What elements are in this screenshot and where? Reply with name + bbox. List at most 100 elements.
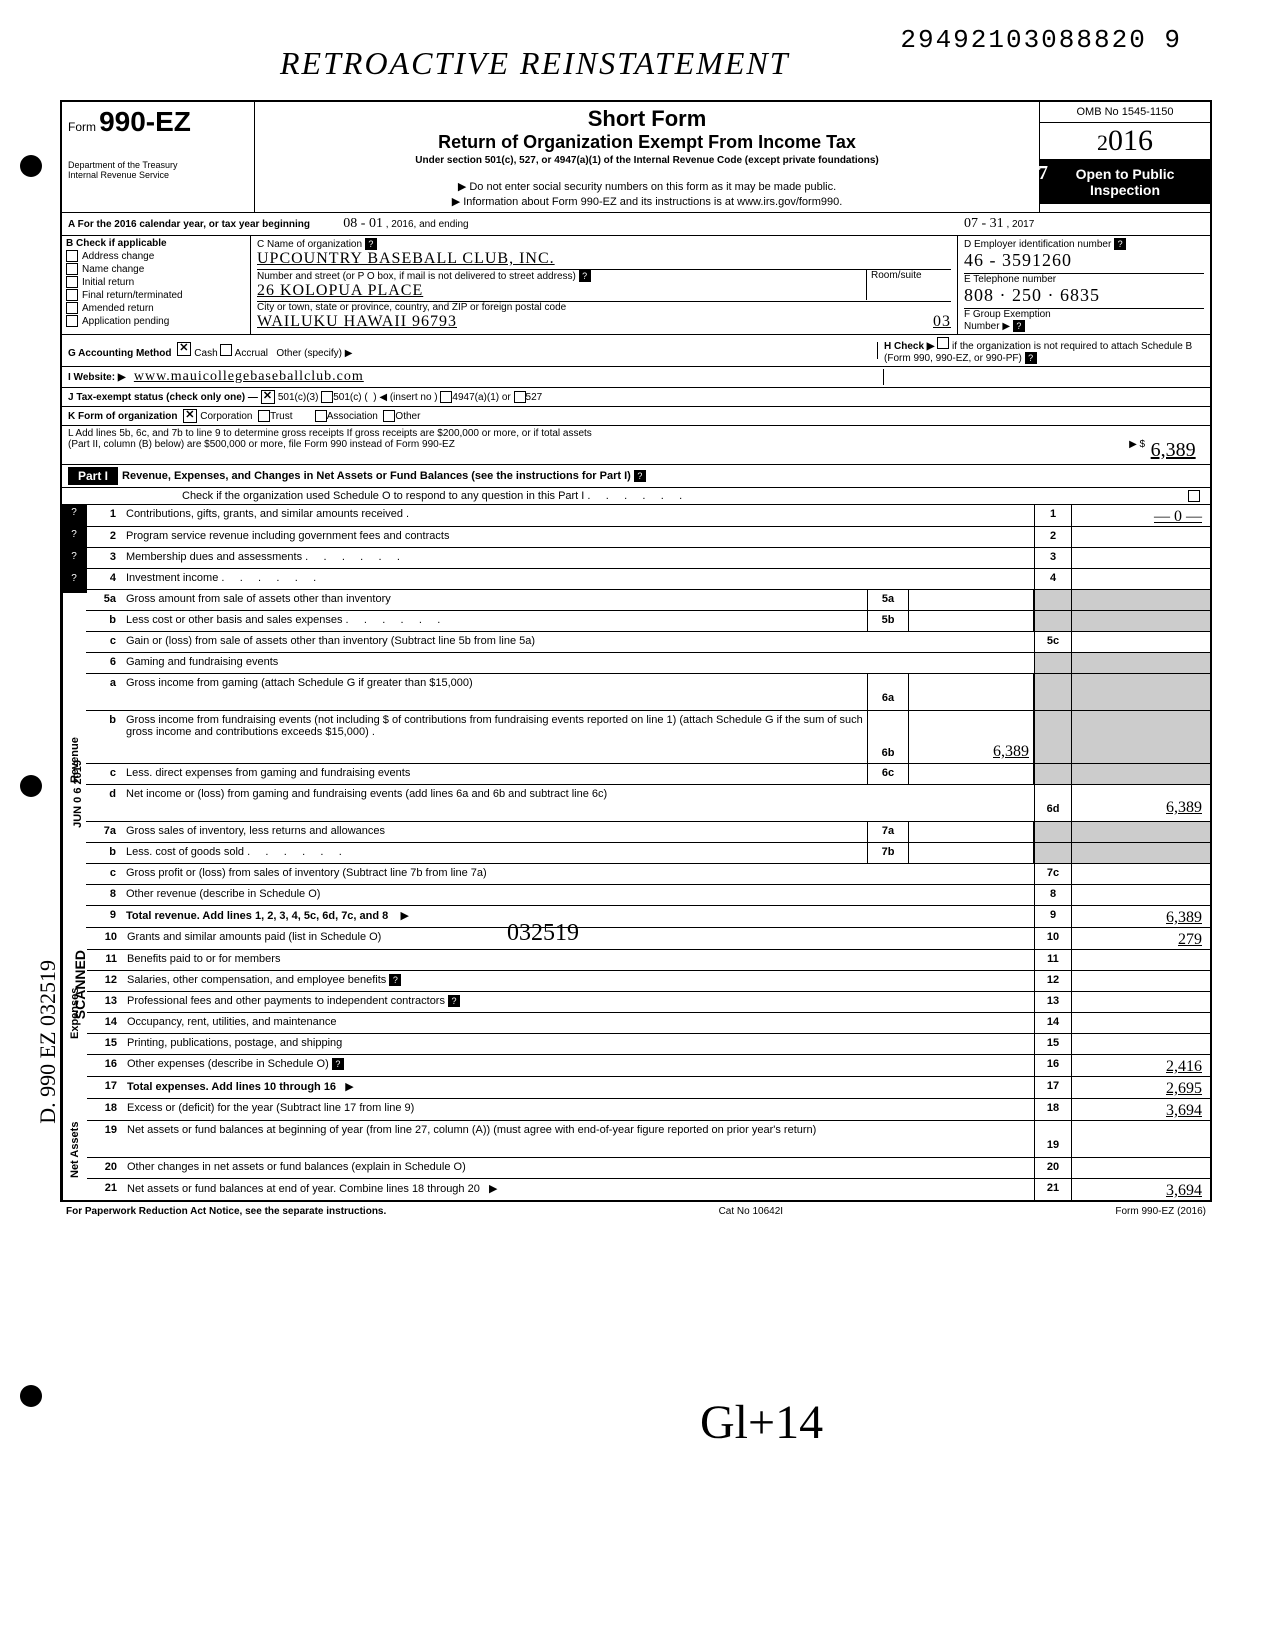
chk-501c[interactable] (321, 391, 333, 403)
side-handwritten: D. 990 EZ 032519 (35, 960, 61, 1124)
line-num: 17 (87, 1077, 123, 1098)
line-num: c (86, 864, 122, 884)
line-num: b (86, 843, 122, 863)
line-desc: Gaming and fundraising events (122, 653, 1034, 673)
chk-accrual[interactable] (220, 344, 232, 356)
line-num: 11 (87, 950, 123, 970)
shaded-cell (1034, 822, 1072, 842)
lbl-other: Other (specify) ▶ (276, 348, 352, 359)
section-e-label: E Telephone number (964, 274, 1056, 285)
line-num: 4 (86, 569, 122, 589)
row-i-label: I Website: ▶ (68, 372, 126, 383)
line-rnum: 2 (1034, 527, 1072, 547)
line-num: 9 (86, 906, 122, 927)
line-rnum: 12 (1034, 971, 1072, 991)
lbl-4947: 4947(a)(1) or (452, 392, 510, 403)
line-desc: Benefits paid to or for members (123, 950, 1034, 970)
lbl-final-return: Final return/terminated (82, 290, 183, 301)
hw-begin-date: 08 - 01 (343, 216, 383, 232)
line-num: 6 (86, 653, 122, 673)
lbl-corp: Corporation (200, 411, 252, 422)
vtab-expenses: Expenses (62, 928, 87, 1099)
line-rval-hw: 6,389 (1166, 909, 1202, 926)
chk-initial-return[interactable] (66, 276, 78, 288)
section-d-label: D Employer identification number (964, 239, 1111, 250)
chk-address-change[interactable] (66, 250, 78, 262)
form-header: Form 990-EZ Department of the Treasury I… (62, 102, 1210, 213)
line-num: 13 (87, 992, 123, 1012)
line-rnum: 8 (1034, 885, 1072, 905)
chk-527[interactable] (514, 391, 526, 403)
chk-corp[interactable] (183, 409, 197, 423)
section-a-label: A For the 2016 calendar year, or tax yea… (68, 219, 310, 230)
footer-left: For Paperwork Reduction Act Notice, see … (66, 1206, 386, 1217)
chk-final-return[interactable] (66, 289, 78, 301)
line-num: 5a (86, 590, 122, 610)
chk-name-change[interactable] (66, 263, 78, 275)
line-desc: Other revenue (describe in Schedule O) (122, 885, 1034, 905)
line-desc: Professional fees and other payments to … (127, 995, 445, 1007)
line-desc: Less. direct expenses from gaming and fu… (122, 764, 867, 784)
help-icon: ? (448, 995, 460, 1007)
line-rnum: 16 (1034, 1055, 1072, 1076)
section-a-mid: , 2016, and ending (386, 219, 469, 230)
lbl-501c: 501(c) ( (333, 392, 367, 403)
line-rval (1072, 569, 1210, 589)
open-public-1: Open to Public (1042, 166, 1208, 182)
part1-header-row: Part I Revenue, Expenses, and Changes in… (62, 465, 1210, 488)
chk-trust[interactable] (258, 410, 270, 422)
lbl-assoc: Association (327, 411, 378, 422)
dept-irs: Internal Revenue Service (68, 170, 248, 180)
line-desc: Membership dues and assessments (122, 548, 1034, 568)
addr-label: Number and street (or P O box, if mail i… (257, 271, 576, 282)
line-rnum: 20 (1034, 1158, 1072, 1178)
line-num: 3 (86, 548, 122, 568)
line-rnum: 13 (1034, 992, 1072, 1012)
line-desc: Less. cost of goods sold (122, 843, 867, 863)
chk-part1-schedule-o[interactable] (1188, 490, 1200, 502)
line-rval (1072, 527, 1210, 547)
form-prefix: Form (68, 120, 96, 134)
line-rnum: 1 (1034, 505, 1072, 526)
lbl-name-change: Name change (82, 264, 144, 275)
row-l-line2: (Part II, column (B) below) are $500,000… (68, 439, 1129, 462)
chk-amended[interactable] (66, 302, 78, 314)
line-mval-hw: 6,389 (993, 743, 1029, 760)
form-subtitle: Under section 501(c), 527, or 4947(a)(1)… (263, 155, 1031, 166)
line-mnum: 6c (867, 764, 909, 784)
line-rval-hw: 279 (1178, 931, 1202, 948)
short-form-label: Short Form (263, 106, 1031, 132)
chk-schedule-b[interactable] (937, 337, 949, 349)
line-rnum: 11 (1034, 950, 1072, 970)
line-desc: Gross income from fundraising events (no… (122, 711, 867, 763)
instruct-ssn: ▶ Do not enter social security numbers o… (263, 180, 1031, 193)
row-l-hw: 6,389 (1151, 439, 1196, 462)
help-icon: ? (1013, 320, 1025, 332)
chk-cash[interactable] (177, 342, 191, 356)
form-title: Return of Organization Exempt From Incom… (263, 132, 1031, 153)
line-mnum: 5b (867, 611, 909, 631)
line-num: 1 (86, 505, 122, 526)
city-hw: WAILUKU HAWAII 96793 (257, 313, 457, 330)
line-num: 20 (87, 1158, 123, 1178)
row-g-label: G Accounting Method (68, 348, 172, 359)
chk-assoc[interactable] (315, 410, 327, 422)
chk-other-org[interactable] (383, 410, 395, 422)
lbl-pending: Application pending (82, 316, 169, 327)
help-icon: ? (579, 270, 591, 282)
line-rnum: 18 (1034, 1099, 1072, 1120)
line-desc: Gross income from gaming (attach Schedul… (122, 674, 867, 710)
chk-4947[interactable] (440, 391, 452, 403)
form-number: 990-EZ (99, 106, 191, 137)
line-rnum: 3 (1034, 548, 1072, 568)
page-footer: For Paperwork Reduction Act Notice, see … (60, 1202, 1212, 1221)
help-icon: ? (634, 470, 646, 482)
part1-check-row: Check if the organization used Schedule … (62, 488, 1210, 505)
line-rnum: 10 (1034, 928, 1072, 949)
chk-pending[interactable] (66, 315, 78, 327)
org-name-hw: UPCOUNTRY BASEBALL CLUB, INC. (257, 250, 555, 267)
shaded-cell (1034, 611, 1072, 631)
line-rval (1072, 864, 1210, 884)
chk-501c3[interactable] (261, 390, 275, 404)
help-icon: ? (332, 1058, 344, 1070)
